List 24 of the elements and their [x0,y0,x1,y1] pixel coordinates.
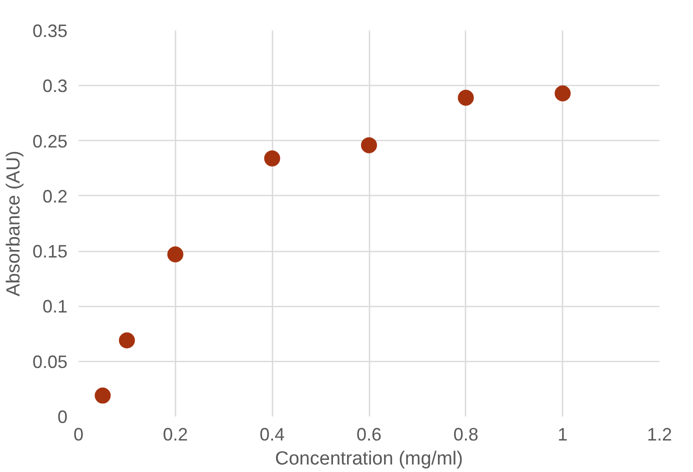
point [118,332,135,348]
point [554,85,571,102]
y-tick-label: 0.15 [32,242,68,262]
y-axis-title: Absorbance (AU) [3,150,24,296]
x-tick-label: 0.8 [453,424,478,444]
x-tick-label: 0.6 [356,424,382,444]
y-tick-label: 0.1 [42,296,68,317]
point [361,137,377,154]
x-tick-label: 0 [73,424,84,444]
y-tick-label: 0.05 [32,352,68,372]
y-tick-label: 0.25 [32,131,68,152]
y-tick-label: 0.3 [42,76,68,96]
x-tick-label: 1 [558,424,568,444]
x-axis-title: Concentration (mg/ml) [275,448,463,470]
y-tick-label: 0.2 [42,186,68,206]
y-tick-label: 0 [57,407,68,427]
point [264,150,280,166]
y-tick-label: 0.35 [32,21,68,41]
x-tick-label: 0.2 [162,424,188,444]
point [458,90,474,106]
point [167,246,184,262]
point [94,388,111,404]
x-tick-label: 1.2 [646,424,672,444]
x-tick-label: 0.4 [260,424,285,444]
